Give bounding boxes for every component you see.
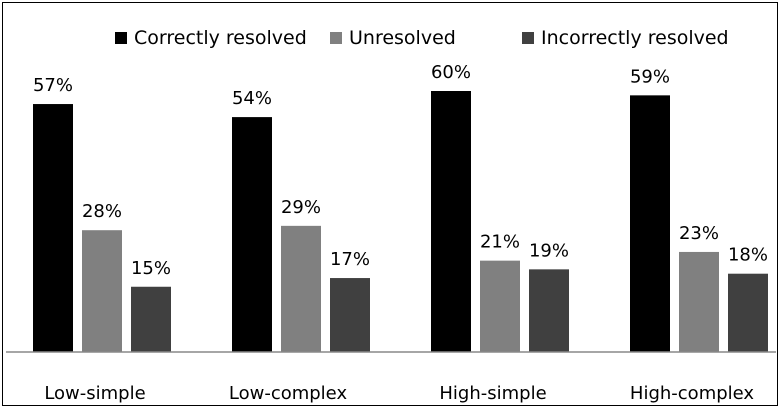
bar-low-simple-unresolved <box>82 230 122 352</box>
category-label-low-simple: Low-simple <box>44 383 145 404</box>
bar-high-complex-unresolved <box>679 251 719 352</box>
legend-label-correctly-resolved: Correctly resolved <box>134 27 307 49</box>
data-label-high-simple-correctly-resolved: 60% <box>431 62 471 83</box>
bar-high-simple-correctly-resolved <box>431 91 471 352</box>
data-label-high-simple-incorrectly-resolved: 19% <box>529 240 569 261</box>
data-label-high-complex-incorrectly-resolved: 18% <box>728 245 768 266</box>
bar-low-complex-incorrectly-resolved <box>330 278 370 352</box>
bar-high-complex-correctly-resolved <box>630 95 670 352</box>
legend-swatch-unresolved <box>330 32 342 44</box>
legend-label-unresolved: Unresolved <box>349 27 456 49</box>
bar-low-simple-incorrectly-resolved <box>131 286 171 352</box>
category-labels: Low-simple Low-complex High-simple High-com… <box>44 383 754 404</box>
legend-swatch-incorrectly-resolved <box>522 32 534 44</box>
category-label-high-complex: High-complex <box>630 383 754 404</box>
data-label-low-simple-incorrectly-resolved: 15% <box>131 258 171 279</box>
data-label-low-complex-unresolved: 29% <box>281 197 321 218</box>
data-label-high-complex-unresolved: 23% <box>679 223 719 244</box>
data-label-low-complex-correctly-resolved: 54% <box>232 88 272 109</box>
data-label-low-simple-correctly-resolved: 57% <box>33 75 73 96</box>
bars <box>33 91 768 352</box>
data-labels: 57% 28% 15% 54% 29% 17% 60% 21% 19% 59% 23% 18% <box>33 62 768 279</box>
legend-label-incorrectly-resolved: Incorrectly resolved <box>541 27 729 49</box>
bar-low-complex-unresolved <box>281 225 321 352</box>
data-label-low-complex-incorrectly-resolved: 17% <box>330 249 370 270</box>
bar-low-complex-correctly-resolved <box>232 117 272 352</box>
bar-high-complex-incorrectly-resolved <box>728 273 768 352</box>
legend-swatch-correctly-resolved <box>115 32 127 44</box>
data-label-low-simple-unresolved: 28% <box>82 201 122 222</box>
data-label-high-simple-unresolved: 21% <box>480 232 520 253</box>
legend: Correctly resolved Unresolved Incorrectly … <box>115 27 729 49</box>
bar-high-simple-incorrectly-resolved <box>529 269 569 352</box>
data-label-high-complex-correctly-resolved: 59% <box>630 66 670 87</box>
category-label-low-complex: Low-complex <box>229 383 348 404</box>
bar-low-simple-correctly-resolved <box>33 104 73 352</box>
bar-high-simple-unresolved <box>480 260 520 352</box>
category-label-high-simple: High-simple <box>439 383 546 404</box>
